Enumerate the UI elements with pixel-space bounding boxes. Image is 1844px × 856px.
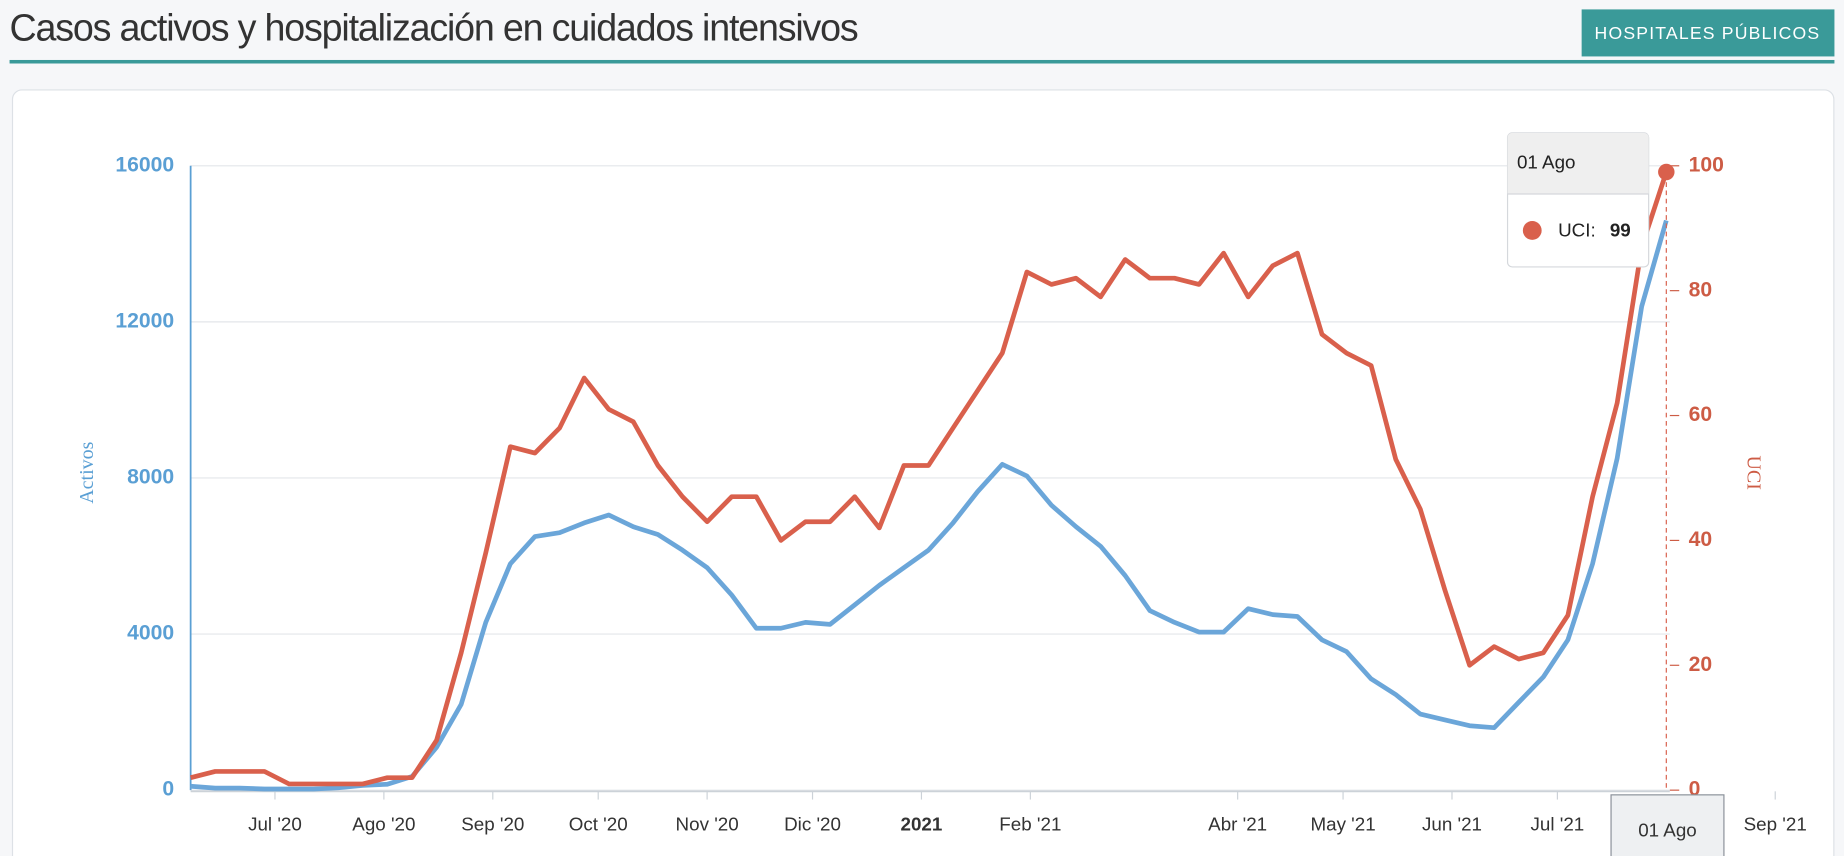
x-crosshair-label-box	[1610, 794, 1725, 856]
y2-tick-label: 20	[1689, 653, 1713, 676]
x-tick-label: Jul '21	[1531, 813, 1585, 834]
x-tick-label: Feb '21	[999, 813, 1061, 834]
y2-tick-label: 100	[1689, 153, 1724, 176]
x-tick-label: Nov '20	[676, 813, 739, 834]
y2-tick-label: 80	[1689, 278, 1713, 301]
y-tick-label: 12000	[115, 309, 174, 332]
x-tick-label: Sep '21	[1744, 813, 1807, 834]
tooltip-label: UCI:	[1558, 220, 1596, 241]
x-tick-label: Ago '20	[352, 813, 415, 834]
y-tick-label: 0	[162, 778, 174, 801]
x-tick-label: Sep '20	[461, 813, 524, 834]
button[interactable]	[1581, 9, 1835, 57]
y-tick-label: 4000	[127, 622, 174, 645]
tooltip-value: 99	[1610, 220, 1631, 241]
tooltip-swatch	[1522, 221, 1542, 240]
button-label[interactable]: HOSPITALES PÚBLICOS	[1595, 22, 1821, 43]
hover-marker	[1658, 163, 1675, 181]
y-axis-title: Activos	[76, 441, 98, 503]
series-line	[190, 219, 1669, 792]
y2-tick-label: 60	[1689, 403, 1713, 426]
y2-tick-label: 0	[1689, 778, 1701, 801]
y-tick-label: 16000	[115, 153, 174, 176]
x-tick-label: Oct '20	[569, 813, 628, 834]
y2-tick-label: 40	[1689, 528, 1713, 551]
y-tick-label: 8000	[127, 466, 174, 489]
header-rule	[9, 59, 1835, 64]
x-tick-label: Dic '20	[784, 813, 841, 834]
x-tick-label: Jun '21	[1422, 813, 1482, 834]
x-tick-label: Jul '20	[248, 813, 302, 834]
card	[11, 89, 1835, 856]
x-tick-label: Abr '21	[1208, 813, 1267, 834]
x-tick-label: 2021	[901, 813, 943, 834]
tooltip-header	[1507, 132, 1649, 195]
x-tick-label: May '21	[1310, 813, 1375, 834]
page-title: Casos activos y hospitalización en cuida…	[10, 7, 858, 49]
x-crosshair-label: 01 Ago	[1638, 819, 1697, 840]
tooltip-title: 01 Ago	[1517, 151, 1576, 172]
series-line	[190, 171, 1669, 787]
y2-axis-title: UCI	[1743, 455, 1765, 489]
